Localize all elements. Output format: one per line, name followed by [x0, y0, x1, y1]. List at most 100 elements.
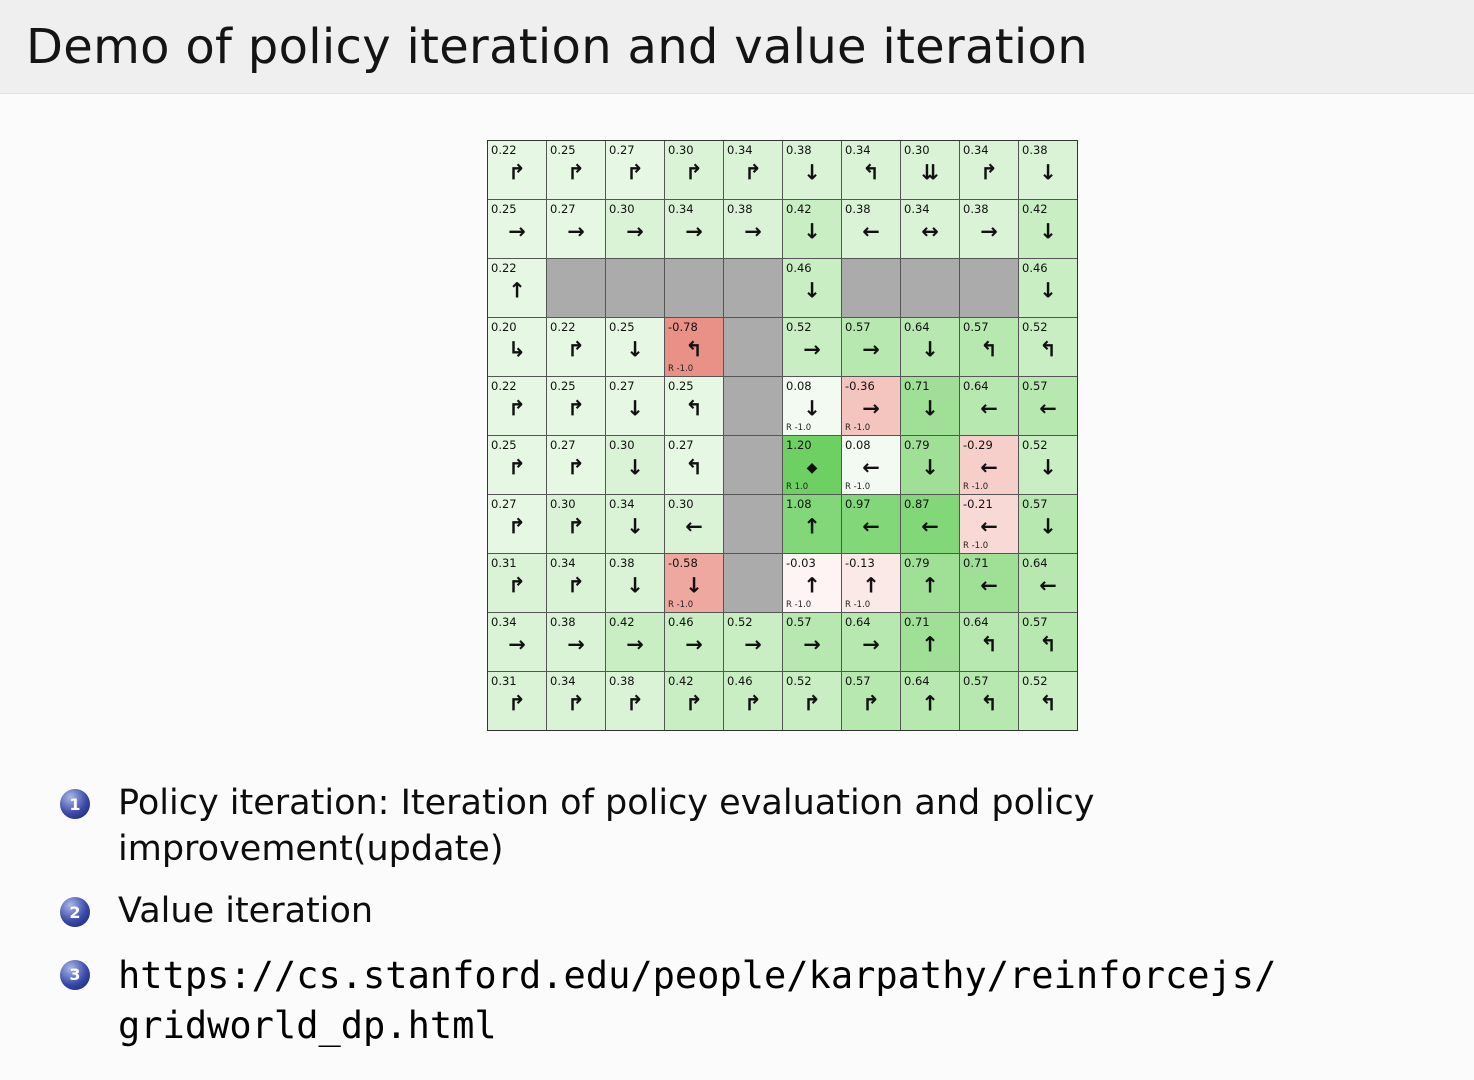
grid-cell[interactable]: 0.38 ←: [842, 200, 900, 258]
grid-cell[interactable]: 0.31 ↱: [488, 672, 546, 730]
grid-cell[interactable]: 0.25 ↰: [665, 377, 723, 435]
grid-cell[interactable]: 0.34 ↱: [547, 672, 605, 730]
grid-cell[interactable]: 0.42 ↱: [665, 672, 723, 730]
grid-cell[interactable]: 0.52 →: [724, 613, 782, 671]
grid-cell[interactable]: 0.30 ←: [665, 495, 723, 553]
grid-cell[interactable]: 0.64 →: [842, 613, 900, 671]
grid-cell[interactable]: 0.57 ↱: [842, 672, 900, 730]
grid-cell[interactable]: 0.27 ↱: [547, 436, 605, 494]
grid-cell[interactable]: 0.30 ↱: [547, 495, 605, 553]
grid-cell[interactable]: 0.97 ←: [842, 495, 900, 553]
grid-cell[interactable]: 0.71 ↑: [901, 613, 959, 671]
grid-cell[interactable]: 0.38 ↓: [606, 554, 664, 612]
grid-cell[interactable]: 0.71 ↓: [901, 377, 959, 435]
grid-cell[interactable]: 0.46 ↱: [724, 672, 782, 730]
grid-cell[interactable]: 0.52 ↓: [1019, 436, 1077, 494]
grid-cell[interactable]: 0.34 ↱: [724, 141, 782, 199]
grid-cell[interactable]: 0.31 ↱: [488, 554, 546, 612]
grid-cell[interactable]: 0.27 ↰: [665, 436, 723, 494]
grid-cell[interactable]: 0.22 ↱: [547, 318, 605, 376]
wall-cell[interactable]: [665, 259, 723, 317]
grid-cell[interactable]: 0.38 ↓: [783, 141, 841, 199]
grid-cell[interactable]: 0.34 →: [665, 200, 723, 258]
grid-cell[interactable]: 0.57 ↰: [960, 318, 1018, 376]
grid-cell[interactable]: 0.20 ↳: [488, 318, 546, 376]
grid-cell[interactable]: 0.25 →: [488, 200, 546, 258]
grid-cell[interactable]: 0.34 ↱: [960, 141, 1018, 199]
grid-cell[interactable]: 0.22 ↱: [488, 377, 546, 435]
grid-cell[interactable]: -0.03 ↑ R -1.0: [783, 554, 841, 612]
grid-cell[interactable]: 0.34 ↓: [606, 495, 664, 553]
grid-cell[interactable]: 0.57 →: [783, 613, 841, 671]
grid-cell[interactable]: 0.25 ↱: [547, 141, 605, 199]
wall-cell[interactable]: [960, 259, 1018, 317]
wall-cell[interactable]: [724, 436, 782, 494]
grid-cell[interactable]: -0.21 ← R -1.0: [960, 495, 1018, 553]
grid-cell[interactable]: 0.46 →: [665, 613, 723, 671]
wall-cell[interactable]: [901, 259, 959, 317]
grid-cell[interactable]: 0.34 ↰: [842, 141, 900, 199]
grid-cell[interactable]: 0.87 ←: [901, 495, 959, 553]
grid-cell[interactable]: -0.36 → R -1.0: [842, 377, 900, 435]
grid-cell[interactable]: 0.38 →: [960, 200, 1018, 258]
grid-cell[interactable]: 0.30 ↓: [606, 436, 664, 494]
grid-cell[interactable]: 0.52 ↱: [783, 672, 841, 730]
grid-cell[interactable]: 0.27 ↓: [606, 377, 664, 435]
grid-cell[interactable]: 0.30 →: [606, 200, 664, 258]
grid-cell[interactable]: 0.79 ↑: [901, 554, 959, 612]
grid-cell[interactable]: 0.79 ↓: [901, 436, 959, 494]
grid-cell[interactable]: 0.57 ←: [1019, 377, 1077, 435]
grid-cell[interactable]: 0.64 ↑: [901, 672, 959, 730]
grid-cell[interactable]: 0.46 ↓: [783, 259, 841, 317]
grid-cell[interactable]: 0.08 ↓ R -1.0: [783, 377, 841, 435]
grid-cell[interactable]: 0.38 →: [547, 613, 605, 671]
grid-cell[interactable]: 0.38 ↱: [606, 672, 664, 730]
grid-cell[interactable]: -0.58 ↓ R -1.0: [665, 554, 723, 612]
grid-cell[interactable]: 0.42 ↓: [1019, 200, 1077, 258]
grid-cell[interactable]: 1.08 ↑: [783, 495, 841, 553]
grid-cell[interactable]: 0.34 →: [488, 613, 546, 671]
grid-cell[interactable]: -0.29 ← R -1.0: [960, 436, 1018, 494]
grid-cell[interactable]: 0.30 ⇊: [901, 141, 959, 199]
grid-cell[interactable]: 0.64 ←: [960, 377, 1018, 435]
grid-cell[interactable]: 0.22 ↑: [488, 259, 546, 317]
wall-cell[interactable]: [724, 495, 782, 553]
wall-cell[interactable]: [842, 259, 900, 317]
grid-cell[interactable]: 0.25 ↱: [547, 377, 605, 435]
grid-cell[interactable]: 0.27 →: [547, 200, 605, 258]
wall-cell[interactable]: [724, 318, 782, 376]
grid-cell[interactable]: 0.25 ↓: [606, 318, 664, 376]
wall-cell[interactable]: [724, 554, 782, 612]
grid-cell[interactable]: 0.57 ↰: [1019, 613, 1077, 671]
wall-cell[interactable]: [606, 259, 664, 317]
grid-cell[interactable]: 0.25 ↱: [488, 436, 546, 494]
grid-cell[interactable]: 0.22 ↱: [488, 141, 546, 199]
demo-url-link[interactable]: https://cs.stanford.edu/people/karpathy/…: [118, 953, 1277, 1047]
grid-cell[interactable]: 0.38 →: [724, 200, 782, 258]
grid-cell[interactable]: 0.27 ↱: [606, 141, 664, 199]
wall-cell[interactable]: [724, 377, 782, 435]
grid-cell[interactable]: 0.34 ↱: [547, 554, 605, 612]
grid-cell[interactable]: 1.20 ◆ R 1.0: [783, 436, 841, 494]
grid-cell[interactable]: 0.57 ↰: [960, 672, 1018, 730]
wall-cell[interactable]: [547, 259, 605, 317]
grid-cell[interactable]: 0.57 ↓: [1019, 495, 1077, 553]
grid-cell[interactable]: 0.42 →: [606, 613, 664, 671]
grid-cell[interactable]: 0.71 ←: [960, 554, 1018, 612]
grid-cell[interactable]: 0.52 ↰: [1019, 318, 1077, 376]
grid-cell[interactable]: -0.13 ↑ R -1.0: [842, 554, 900, 612]
grid-cell[interactable]: 0.08 ← R -1.0: [842, 436, 900, 494]
grid-cell[interactable]: 0.64 ↓: [901, 318, 959, 376]
grid-cell[interactable]: 0.52 ↰: [1019, 672, 1077, 730]
grid-cell[interactable]: 0.64 ↰: [960, 613, 1018, 671]
grid-cell[interactable]: 0.30 ↱: [665, 141, 723, 199]
grid-cell[interactable]: 0.42 ↓: [783, 200, 841, 258]
grid-cell[interactable]: -0.78 ↰ R -1.0: [665, 318, 723, 376]
grid-cell[interactable]: 0.38 ↓: [1019, 141, 1077, 199]
grid-cell[interactable]: 0.34 ↔: [901, 200, 959, 258]
grid-cell[interactable]: 0.52 →: [783, 318, 841, 376]
grid-cell[interactable]: 0.57 →: [842, 318, 900, 376]
grid-cell[interactable]: 0.64 ←: [1019, 554, 1077, 612]
grid-cell[interactable]: 0.27 ↱: [488, 495, 546, 553]
wall-cell[interactable]: [724, 259, 782, 317]
